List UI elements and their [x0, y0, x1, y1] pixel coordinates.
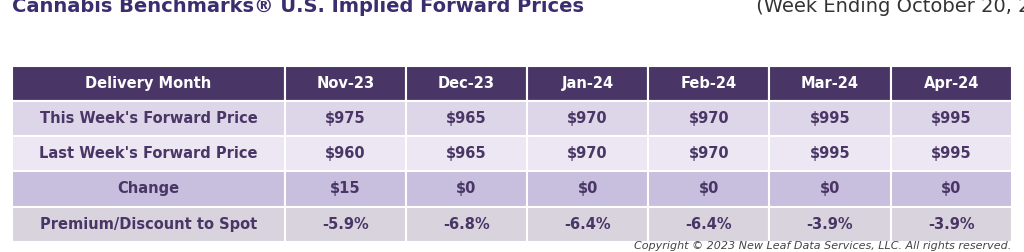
Text: $0: $0 — [457, 181, 476, 197]
Bar — [12, 101, 285, 136]
Bar — [648, 66, 769, 101]
Text: $960: $960 — [325, 146, 366, 161]
Bar — [527, 171, 648, 207]
Bar — [285, 207, 406, 242]
Text: $0: $0 — [578, 181, 598, 197]
Bar — [769, 101, 891, 136]
Bar — [406, 101, 527, 136]
Text: Apr-24: Apr-24 — [924, 76, 979, 91]
Bar — [527, 136, 648, 171]
Bar — [527, 101, 648, 136]
Bar — [285, 136, 406, 171]
Bar — [285, 66, 406, 101]
Text: This Week's Forward Price: This Week's Forward Price — [40, 111, 257, 126]
Bar — [648, 171, 769, 207]
Text: Mar-24: Mar-24 — [801, 76, 859, 91]
Bar — [285, 101, 406, 136]
Text: -3.9%: -3.9% — [928, 217, 975, 232]
Bar — [12, 207, 285, 242]
Text: $15: $15 — [330, 181, 360, 197]
Text: $965: $965 — [446, 111, 486, 126]
Text: Cannabis Benchmarks® U.S. Implied Forward Prices: Cannabis Benchmarks® U.S. Implied Forwar… — [12, 0, 585, 16]
Text: -6.4%: -6.4% — [685, 217, 732, 232]
Text: Change: Change — [118, 181, 179, 197]
Bar — [769, 207, 891, 242]
Text: $995: $995 — [931, 146, 972, 161]
Bar — [285, 171, 406, 207]
Bar — [769, 136, 891, 171]
Text: $970: $970 — [567, 111, 608, 126]
Bar — [769, 66, 891, 101]
Bar — [406, 171, 527, 207]
Bar — [769, 171, 891, 207]
Text: -3.9%: -3.9% — [807, 217, 853, 232]
Bar — [12, 66, 285, 101]
Text: $995: $995 — [810, 146, 850, 161]
Bar — [527, 207, 648, 242]
Text: $995: $995 — [810, 111, 850, 126]
Bar — [648, 207, 769, 242]
Text: Premium/Discount to Spot: Premium/Discount to Spot — [40, 217, 257, 232]
Text: Dec-23: Dec-23 — [438, 76, 495, 91]
Text: $995: $995 — [931, 111, 972, 126]
Text: $970: $970 — [688, 146, 729, 161]
Bar — [891, 101, 1012, 136]
Bar — [406, 136, 527, 171]
Text: $965: $965 — [446, 146, 486, 161]
Text: Last Week's Forward Price: Last Week's Forward Price — [39, 146, 258, 161]
Text: -5.9%: -5.9% — [322, 217, 369, 232]
Text: Delivery Month: Delivery Month — [85, 76, 212, 91]
Text: $0: $0 — [698, 181, 719, 197]
Bar — [648, 136, 769, 171]
Text: Nov-23: Nov-23 — [316, 76, 375, 91]
Text: $970: $970 — [688, 111, 729, 126]
Text: $0: $0 — [941, 181, 962, 197]
Text: $970: $970 — [567, 146, 608, 161]
Bar — [891, 136, 1012, 171]
Text: Feb-24: Feb-24 — [681, 76, 737, 91]
Text: Jan-24: Jan-24 — [561, 76, 613, 91]
Bar — [527, 66, 648, 101]
Bar — [406, 207, 527, 242]
Bar — [12, 136, 285, 171]
Text: -6.4%: -6.4% — [564, 217, 611, 232]
Text: -6.8%: -6.8% — [443, 217, 489, 232]
Bar — [891, 207, 1012, 242]
Text: Copyright © 2023 New Leaf Data Services, LLC. All rights reserved.: Copyright © 2023 New Leaf Data Services,… — [635, 241, 1012, 251]
Bar — [12, 171, 285, 207]
Text: $0: $0 — [820, 181, 840, 197]
Bar — [648, 101, 769, 136]
Bar — [891, 171, 1012, 207]
Bar — [406, 66, 527, 101]
Text: (Week Ending October 20, 2023): (Week Ending October 20, 2023) — [751, 0, 1024, 16]
Text: $975: $975 — [325, 111, 366, 126]
Bar — [891, 66, 1012, 101]
